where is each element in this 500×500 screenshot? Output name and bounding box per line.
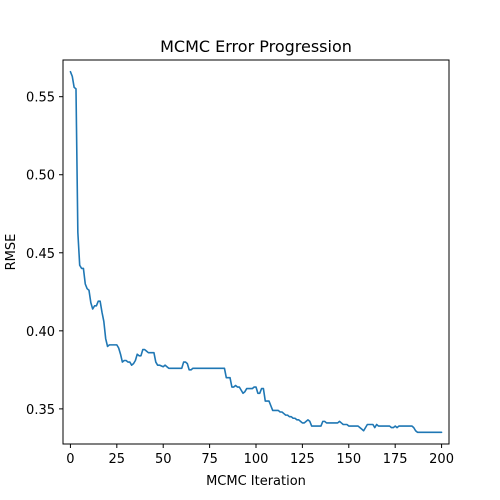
- x-tick-label: 0: [66, 452, 74, 467]
- x-tick-label: 100: [244, 452, 269, 467]
- y-tick-label: 0.45: [26, 247, 55, 262]
- y-axis: 0.35 0.40 0.45 0.50 0.55: [26, 91, 63, 418]
- series-layer: [69, 70, 443, 434]
- x-tick-label: 175: [383, 452, 408, 467]
- y-tick-label: 0.55: [26, 91, 55, 106]
- x-tick-label: 150: [336, 452, 361, 467]
- x-tick-label: 25: [109, 452, 126, 467]
- y-tick-label: 0.50: [26, 169, 55, 184]
- y-axis-label: RMSE: [4, 234, 19, 271]
- x-tick-label: 200: [429, 452, 454, 467]
- x-tick-label: 125: [290, 452, 315, 467]
- chart-title: MCMC Error Progression: [160, 37, 352, 56]
- x-axis-label: MCMC Iteration: [206, 474, 306, 489]
- y-tick-label: 0.35: [26, 403, 55, 418]
- y-tick-label: 0.40: [26, 325, 55, 340]
- axes-frame: [62, 59, 450, 445]
- series-line-0: [69, 70, 443, 434]
- x-axis: 0 25 50 75 100 125 150 175 200: [66, 444, 454, 467]
- x-tick-label: 75: [201, 452, 218, 467]
- x-tick-label: 50: [155, 452, 172, 467]
